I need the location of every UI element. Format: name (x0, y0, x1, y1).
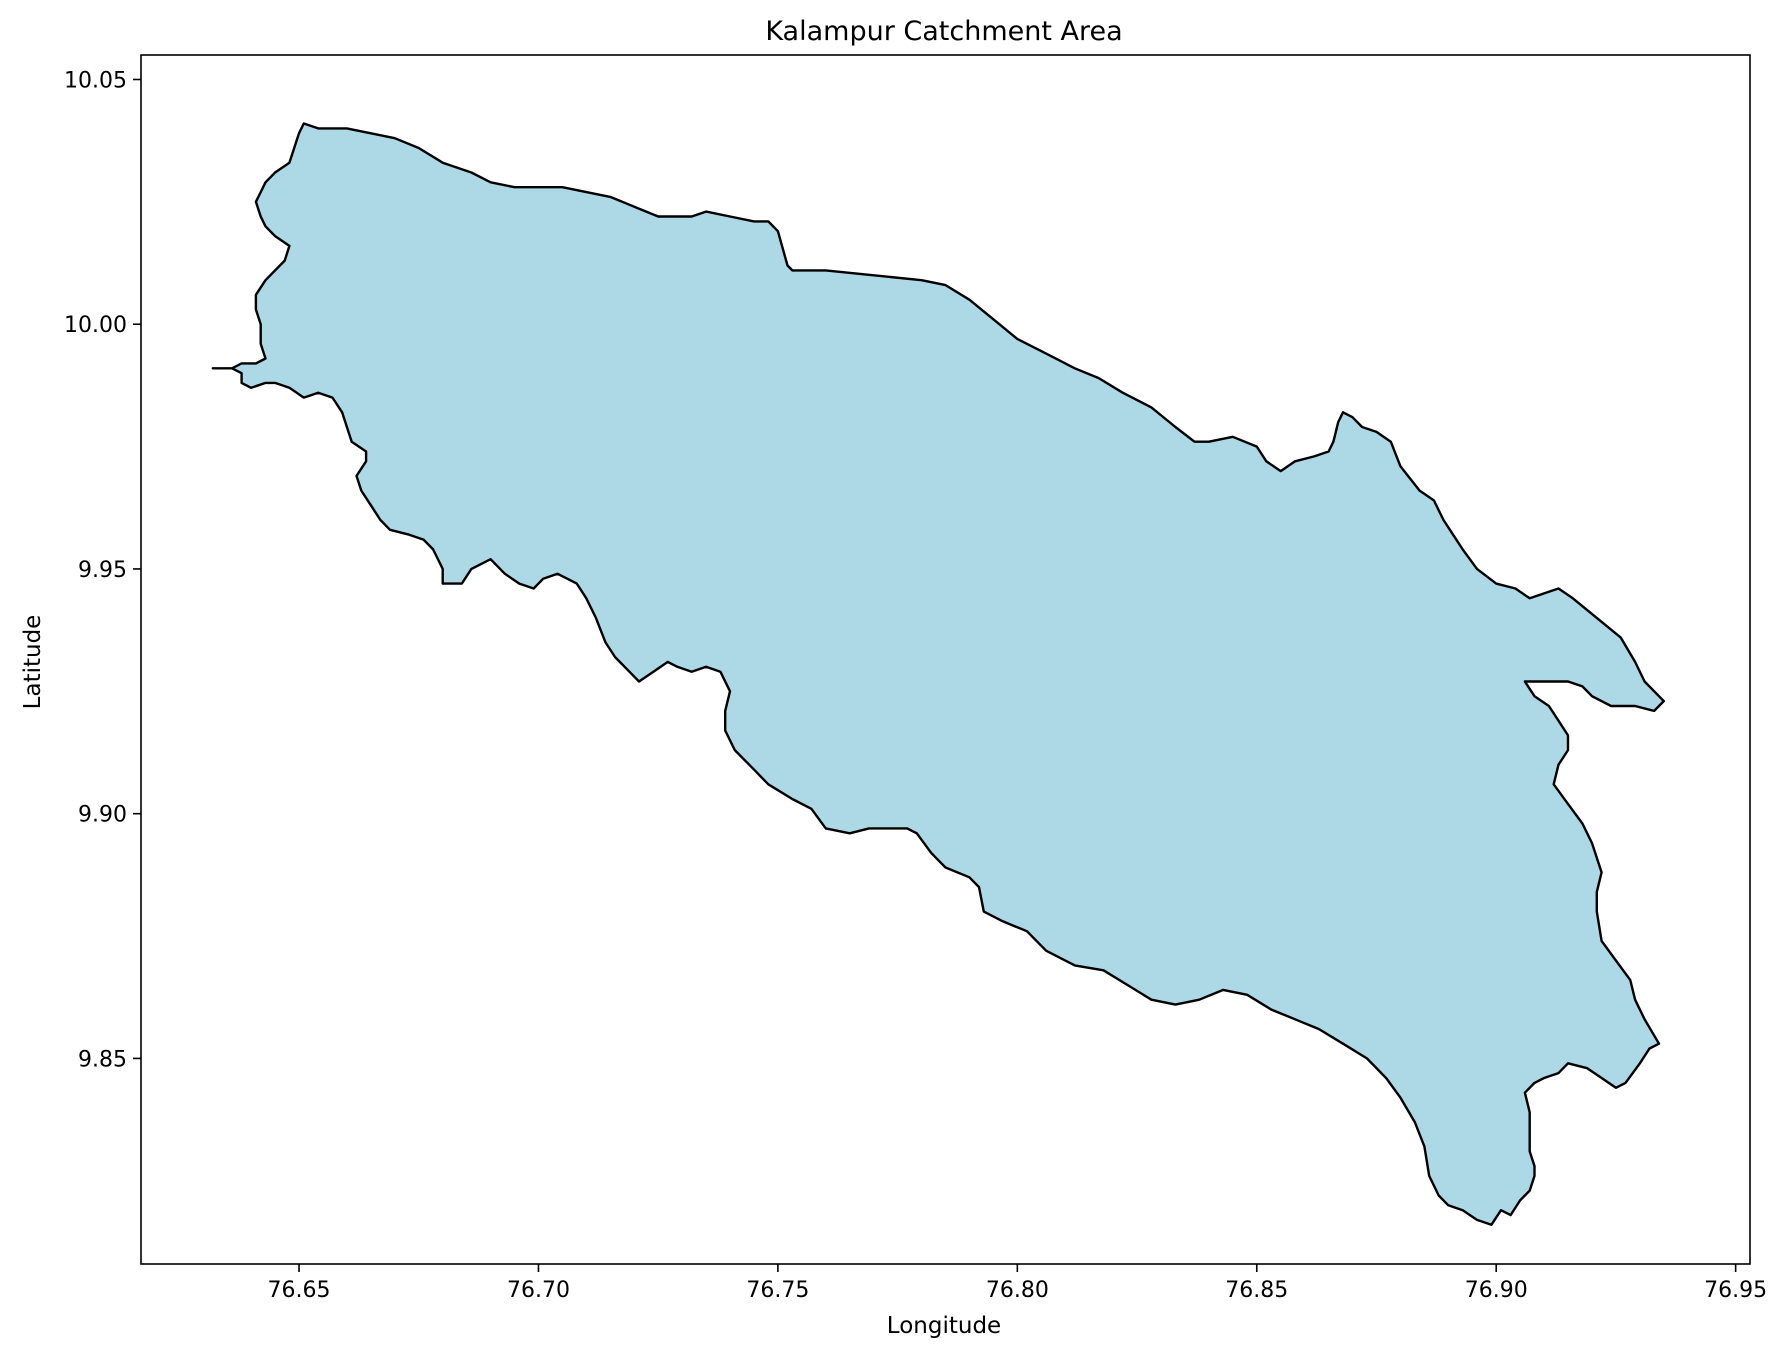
axes-frame (140, 54, 1751, 1265)
y-tick-label: 9.90 (78, 803, 127, 828)
y-axis-label: Latitude (20, 615, 46, 710)
x-tick-label: 76.95 (1704, 1278, 1767, 1303)
map-title: Kalampur Catchment Area (765, 16, 1122, 47)
x-axis-ticks: 76.65 76.70 76.75 76.80 76.85 76.90 76.95 (268, 1264, 1767, 1303)
x-axis-label: Longitude (887, 1313, 1001, 1339)
x-tick-label: 76.65 (268, 1278, 331, 1303)
y-tick-label: 10.05 (64, 68, 127, 93)
y-tick-label: 9.85 (78, 1047, 127, 1072)
x-tick-label: 76.85 (1225, 1278, 1288, 1303)
x-tick-label: 76.80 (986, 1278, 1049, 1303)
x-tick-label: 76.70 (507, 1278, 570, 1303)
y-tick-label: 9.95 (78, 558, 127, 583)
x-tick-label: 76.90 (1465, 1278, 1528, 1303)
y-tick-label: 10.00 (64, 313, 127, 338)
y-axis-ticks: 9.85 9.90 9.95 10.00 10.05 (64, 68, 141, 1072)
catchment-polygon (211, 122, 1665, 1226)
plot-area (140, 54, 1751, 1265)
catchment-polygon-layer (211, 122, 1665, 1226)
x-tick-label: 76.75 (746, 1278, 809, 1303)
